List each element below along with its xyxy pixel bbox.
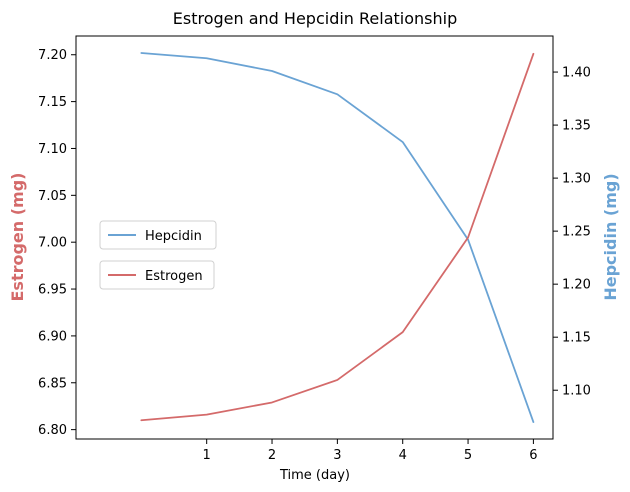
chart-title: Estrogen and Hepcidin Relationship [173,9,457,28]
y-left-tick-label: 7.05 [38,189,67,204]
y-right-tick-label: 1.40 [562,66,591,81]
y-left-tick-label: 7.10 [38,142,67,157]
y-left-tick-label: 6.85 [38,376,67,391]
plot-area [75,35,554,440]
x-axis-title: Time (day) [279,468,350,483]
y-right-tick-label: 1.25 [562,225,591,240]
y-right-tick-label: 1.15 [562,331,591,346]
x-tick-label: 6 [529,448,537,463]
y-right-tick-label: 1.20 [562,278,591,293]
y-left-tick-label: 6.80 [38,423,67,438]
y-axis-right: 1.10 1.15 1.20 1.25 1.30 1.35 1.40 [553,66,591,399]
plot-frame [75,35,554,440]
y-right-tick-label: 1.30 [562,172,591,187]
legend-hepcidin: Hepcidin [99,220,217,250]
legend-estrogen-label: Estrogen [145,269,203,284]
y-axis-right-title: Hepcidin (mg) [601,173,620,300]
x-axis: 1 2 3 4 5 6 [203,439,538,463]
x-tick-label: 3 [333,448,341,463]
series-line-hepcidin [140,52,535,423]
y-left-tick-label: 6.90 [38,329,67,344]
legend-hepcidin-label: Hepcidin [145,229,202,244]
y-right-tick-label: 1.35 [562,119,591,134]
x-tick-label: 4 [399,448,407,463]
y-axis-left-title: Estrogen (mg) [8,173,27,302]
y-left-tick-label: 7.00 [38,236,67,251]
y-left-tick-label: 7.15 [38,95,67,110]
x-tick-label: 5 [464,448,472,463]
y-right-tick-label: 1.10 [562,384,591,399]
legend-estrogen: Estrogen [99,260,215,290]
y-left-tick-label: 7.20 [38,48,67,63]
x-tick-label: 2 [268,448,276,463]
y-left-tick-label: 6.95 [38,283,67,298]
x-tick-label: 1 [203,448,211,463]
series-line-estrogen [140,52,535,422]
y-axis-left: 6.80 6.85 6.90 6.95 7.00 7.05 7.10 7.15 7.20 [38,48,76,438]
